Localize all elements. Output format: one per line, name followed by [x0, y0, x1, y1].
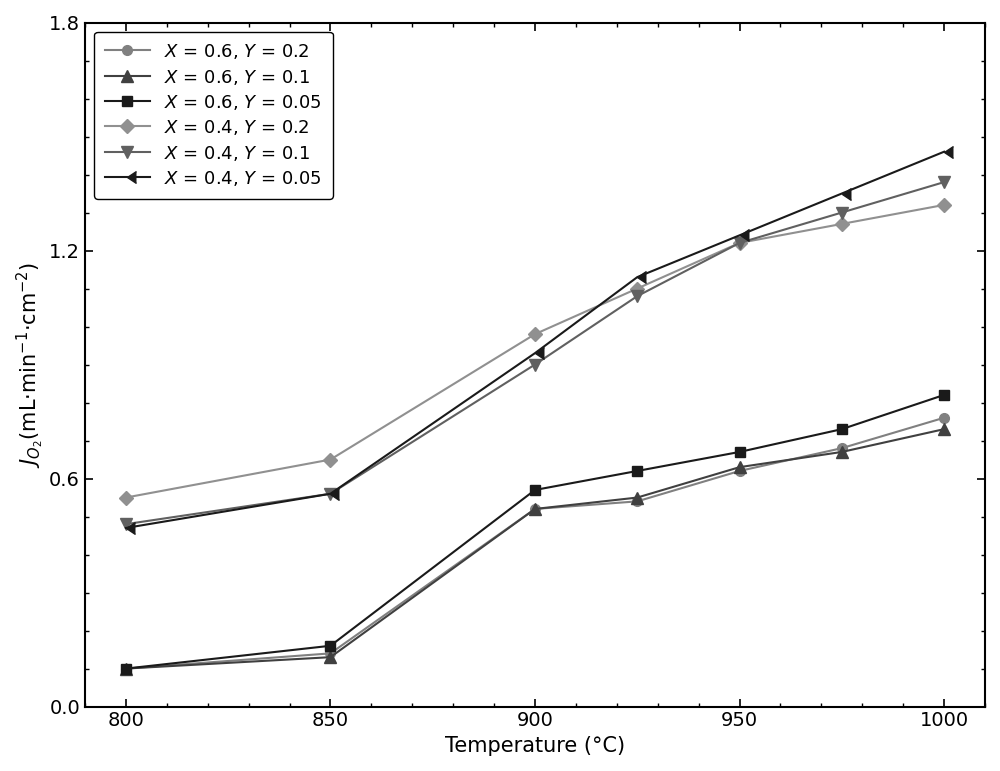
Line: $X$ = 0.6, $Y$ = 0.2: $X$ = 0.6, $Y$ = 0.2	[121, 413, 949, 673]
$X$ = 0.4, $Y$ = 0.1	[836, 208, 848, 217]
$X$ = 0.6, $Y$ = 0.05	[324, 641, 336, 651]
$X$ = 0.6, $Y$ = 0.2	[529, 504, 541, 513]
$X$ = 0.6, $Y$ = 0.2	[120, 664, 132, 673]
$X$ = 0.4, $Y$ = 0.05	[836, 189, 848, 198]
$X$ = 0.6, $Y$ = 0.1	[529, 504, 541, 513]
Line: $X$ = 0.6, $Y$ = 0.05: $X$ = 0.6, $Y$ = 0.05	[121, 390, 949, 673]
$X$ = 0.6, $Y$ = 0.1	[938, 425, 950, 434]
$X$ = 0.4, $Y$ = 0.1	[324, 489, 336, 498]
$X$ = 0.4, $Y$ = 0.1	[734, 238, 746, 247]
$X$ = 0.4, $Y$ = 0.05	[734, 231, 746, 240]
$X$ = 0.6, $Y$ = 0.2	[836, 443, 848, 453]
$X$ = 0.4, $Y$ = 0.2	[324, 455, 336, 464]
$X$ = 0.4, $Y$ = 0.2	[120, 493, 132, 502]
$X$ = 0.4, $Y$ = 0.05	[120, 524, 132, 533]
$X$ = 0.6, $Y$ = 0.05	[836, 425, 848, 434]
$X$ = 0.4, $Y$ = 0.05	[529, 348, 541, 358]
$X$ = 0.4, $Y$ = 0.1	[120, 520, 132, 529]
Line: $X$ = 0.6, $Y$ = 0.1: $X$ = 0.6, $Y$ = 0.1	[120, 423, 950, 674]
Line: $X$ = 0.4, $Y$ = 0.05: $X$ = 0.4, $Y$ = 0.05	[120, 146, 950, 534]
$X$ = 0.6, $Y$ = 0.2	[734, 466, 746, 476]
$X$ = 0.4, $Y$ = 0.05	[631, 272, 643, 281]
$X$ = 0.6, $Y$ = 0.2	[938, 413, 950, 423]
Y-axis label: $J_{O_2}$(mL·min$^{-1}$·cm$^{-2}$): $J_{O_2}$(mL·min$^{-1}$·cm$^{-2}$)	[15, 261, 46, 468]
$X$ = 0.6, $Y$ = 0.1	[836, 447, 848, 456]
$X$ = 0.6, $Y$ = 0.2	[631, 497, 643, 506]
$X$ = 0.6, $Y$ = 0.1	[631, 493, 643, 502]
$X$ = 0.6, $Y$ = 0.05	[938, 390, 950, 399]
Legend: $X$ = 0.6, $Y$ = 0.2, $X$ = 0.6, $Y$ = 0.1, $X$ = 0.6, $Y$ = 0.05, $X$ = 0.4, $Y: $X$ = 0.6, $Y$ = 0.2, $X$ = 0.6, $Y$ = 0…	[94, 32, 333, 199]
$X$ = 0.6, $Y$ = 0.1	[734, 463, 746, 472]
$X$ = 0.4, $Y$ = 0.2	[938, 200, 950, 210]
$X$ = 0.4, $Y$ = 0.2	[529, 329, 541, 338]
$X$ = 0.4, $Y$ = 0.05	[324, 489, 336, 498]
$X$ = 0.4, $Y$ = 0.2	[836, 219, 848, 228]
$X$ = 0.6, $Y$ = 0.1	[324, 652, 336, 662]
$X$ = 0.6, $Y$ = 0.05	[734, 447, 746, 456]
$X$ = 0.4, $Y$ = 0.2	[734, 238, 746, 247]
$X$ = 0.4, $Y$ = 0.2	[631, 284, 643, 293]
$X$ = 0.4, $Y$ = 0.1	[938, 177, 950, 187]
$X$ = 0.6, $Y$ = 0.05	[631, 466, 643, 476]
$X$ = 0.6, $Y$ = 0.2	[324, 648, 336, 658]
$X$ = 0.4, $Y$ = 0.1	[631, 291, 643, 301]
$X$ = 0.6, $Y$ = 0.05	[120, 664, 132, 673]
Line: $X$ = 0.4, $Y$ = 0.2: $X$ = 0.4, $Y$ = 0.2	[121, 200, 949, 503]
Line: $X$ = 0.4, $Y$ = 0.1: $X$ = 0.4, $Y$ = 0.1	[120, 177, 950, 530]
$X$ = 0.6, $Y$ = 0.05	[529, 485, 541, 494]
X-axis label: Temperature (°C): Temperature (°C)	[445, 736, 625, 756]
$X$ = 0.4, $Y$ = 0.1	[529, 360, 541, 369]
$X$ = 0.6, $Y$ = 0.1	[120, 664, 132, 673]
$X$ = 0.4, $Y$ = 0.05	[938, 147, 950, 157]
